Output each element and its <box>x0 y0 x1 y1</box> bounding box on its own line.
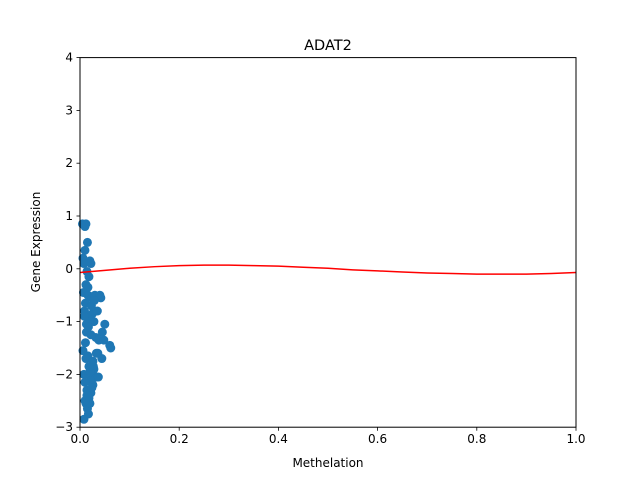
scatter-point <box>84 272 94 282</box>
scatter-point <box>81 219 91 229</box>
x-axis-label: Methelation <box>292 456 363 470</box>
scatter-point <box>81 354 91 364</box>
y-tick-label: −1 <box>55 315 73 329</box>
scatter-point <box>83 282 93 292</box>
scatter-point <box>80 245 90 255</box>
x-tick-label: 0.8 <box>467 432 486 446</box>
scatter-point <box>78 346 88 356</box>
scatter-point <box>83 322 93 332</box>
y-axis: −3 −2 −1 0 1 2 3 4 <box>55 51 80 434</box>
y-tick-label: 1 <box>65 209 73 223</box>
x-tick-label: 0.0 <box>70 432 89 446</box>
scatter-point <box>87 383 97 393</box>
data-marks <box>77 219 577 424</box>
scatter-point <box>79 259 89 269</box>
scatter-point <box>84 361 94 371</box>
x-tick-label: 1.0 <box>566 432 585 446</box>
y-tick-label: 3 <box>65 103 73 117</box>
scatter-point <box>82 391 92 401</box>
y-tick-label: −2 <box>55 367 73 381</box>
axes-frame <box>79 57 577 428</box>
y-tick-label: 4 <box>65 51 73 65</box>
y-axis-label: Gene Expression <box>29 192 43 293</box>
scatter-point <box>89 295 99 305</box>
x-axis: 0.0 0.2 0.4 0.6 0.8 1.0 <box>70 427 586 446</box>
scatter-point <box>106 343 116 353</box>
scatter-point <box>99 335 109 345</box>
scatter-point <box>93 372 103 382</box>
scatter-point <box>80 377 90 387</box>
scatter-point <box>86 330 96 340</box>
plot-area <box>80 57 576 428</box>
scatter-point <box>79 311 89 321</box>
scatter-point <box>82 237 92 247</box>
scatter-point <box>86 259 96 269</box>
x-tick-label: 0.6 <box>368 432 387 446</box>
scatter-point <box>80 338 90 348</box>
y-tick-label: 2 <box>65 156 73 170</box>
chart-title: ADAT2 <box>304 38 352 54</box>
y-tick-label: 0 <box>65 262 73 276</box>
y-tick-label: −3 <box>55 420 73 434</box>
scatter-point <box>79 414 89 424</box>
scatter-point <box>100 319 110 329</box>
fit-line <box>79 264 577 275</box>
scatter-point <box>92 306 102 316</box>
scatter-point <box>91 348 101 358</box>
x-tick-label: 0.4 <box>269 432 288 446</box>
x-tick-label: 0.2 <box>170 432 189 446</box>
scatter-point <box>97 327 107 337</box>
